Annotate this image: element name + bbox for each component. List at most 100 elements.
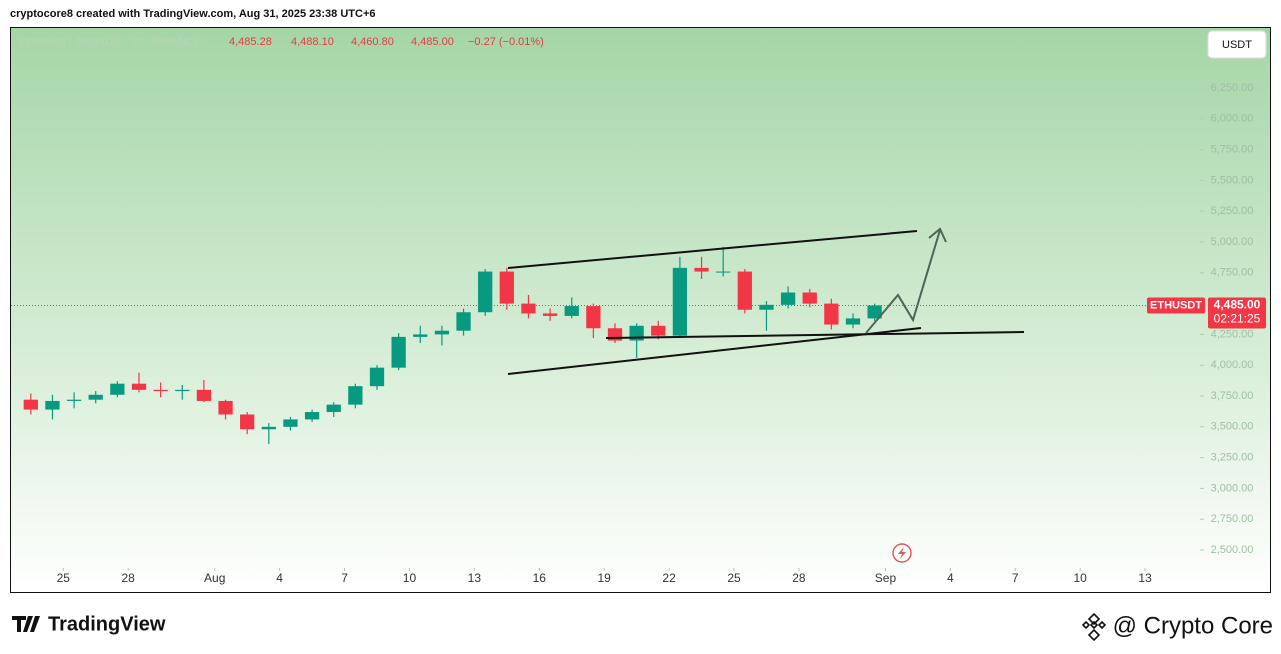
candle-body bbox=[456, 312, 471, 331]
candle-body bbox=[845, 318, 861, 325]
y-tick-label: 3,750.00 bbox=[1211, 390, 1254, 402]
projection-arrow bbox=[865, 229, 941, 334]
x-tick-label: 25 bbox=[727, 571, 741, 585]
y-tick-label: 6,000.00 bbox=[1211, 113, 1254, 125]
candle-body bbox=[716, 271, 731, 273]
x-tick-label: 22 bbox=[662, 571, 676, 585]
alert-icon[interactable] bbox=[892, 543, 912, 563]
candle-body bbox=[175, 389, 190, 392]
candle-body bbox=[434, 330, 450, 335]
ohlc-high: 4,488.10 bbox=[291, 36, 334, 48]
x-tick-label: 10 bbox=[403, 571, 417, 585]
alert-bolt bbox=[898, 547, 906, 559]
channel-top bbox=[507, 230, 918, 269]
candle-body bbox=[88, 394, 103, 400]
ohlc-open: 4,485.28 bbox=[229, 36, 272, 48]
y-tick-label: 5,500.00 bbox=[1211, 174, 1254, 186]
x-tick-label: 28 bbox=[792, 571, 806, 585]
x-tick-label: 19 bbox=[598, 571, 612, 585]
x-tick-label: Sep bbox=[875, 571, 897, 585]
y-tick-label: 2,750.00 bbox=[1211, 513, 1254, 525]
candle-body bbox=[45, 400, 60, 410]
ohlc-low: 4,460.80 bbox=[351, 36, 394, 48]
x-tick-label: 25 bbox=[57, 571, 71, 585]
countdown: 02:21:25 bbox=[1214, 312, 1261, 326]
candle-body bbox=[694, 267, 709, 272]
y-tick-label: 4,250.00 bbox=[1211, 328, 1254, 340]
symbol-badge bbox=[1147, 297, 1205, 314]
symbol-label: ETHUSDT bbox=[1150, 299, 1202, 311]
candle-body bbox=[586, 306, 601, 329]
candle-body bbox=[413, 334, 428, 337]
candle-body bbox=[564, 306, 579, 316]
x-tick-label: 28 bbox=[122, 571, 136, 585]
candle-body bbox=[867, 305, 882, 319]
ohlc-close: 4,485.00 bbox=[411, 36, 454, 48]
brand: TradingView bbox=[48, 613, 166, 635]
arrow-head bbox=[928, 227, 947, 243]
x-tick-label: 13 bbox=[1138, 571, 1152, 585]
header: cryptocore8 created with TradingView.com… bbox=[10, 8, 375, 20]
plot: 2,500.00 2,750.00 3,000.00 3,250.00 3,500.00… bbox=[23, 82, 1254, 585]
x-tick-label: 4 bbox=[276, 571, 283, 585]
channel-bottom bbox=[507, 327, 922, 375]
author: @ Crypto Core bbox=[1113, 612, 1273, 639]
y-tick-label: 4,750.00 bbox=[1211, 267, 1254, 279]
ohlc-change: −0.27 (−0.01%) bbox=[468, 36, 544, 48]
candle-body bbox=[802, 292, 817, 304]
y-tick-label: 5,250.00 bbox=[1211, 205, 1254, 217]
candle-body bbox=[499, 271, 514, 304]
currency-button[interactable] bbox=[1207, 30, 1267, 59]
drawings bbox=[507, 227, 1025, 375]
support-line bbox=[605, 331, 1025, 339]
price-label: 4,485.00 bbox=[1214, 298, 1261, 312]
candle-body bbox=[240, 414, 255, 430]
x-tick-label: 13 bbox=[468, 571, 482, 585]
x-tick-label: 7 bbox=[1012, 571, 1019, 585]
candle-body bbox=[304, 412, 320, 420]
candle-body bbox=[672, 267, 688, 336]
y-tick-label: 3,500.00 bbox=[1211, 421, 1254, 433]
candle-body bbox=[110, 383, 125, 395]
price-badge bbox=[1208, 297, 1266, 329]
candle-body bbox=[326, 404, 341, 413]
candle-body bbox=[153, 389, 168, 392]
x-tick-label: 4 bbox=[947, 571, 954, 585]
candle-body bbox=[196, 389, 212, 401]
x-tick-label: 7 bbox=[341, 571, 348, 585]
author-logo bbox=[1081, 612, 1107, 642]
candle-body bbox=[261, 426, 276, 430]
candle-body bbox=[283, 419, 298, 427]
candle-body bbox=[737, 271, 752, 310]
y-tick-label: 3,000.00 bbox=[1211, 482, 1254, 494]
x-tick-label: 10 bbox=[1074, 571, 1088, 585]
footer: TradingView @ Crypto Core bbox=[12, 612, 1273, 642]
candle-body bbox=[651, 325, 666, 336]
tv-logo bbox=[12, 616, 40, 632]
candle-body bbox=[348, 386, 363, 405]
candle-body bbox=[824, 303, 839, 325]
candle-body bbox=[391, 336, 406, 368]
candle-body bbox=[759, 304, 774, 310]
y-tick-label: 5,000.00 bbox=[1211, 236, 1254, 248]
y-tick-label: 4,000.00 bbox=[1211, 359, 1254, 371]
candle-body bbox=[521, 303, 536, 314]
y-tick-label: 3,250.00 bbox=[1211, 452, 1254, 464]
symbol-title: Ethereum / TetherUS · 4h · BINANCE bbox=[18, 36, 201, 48]
candle-body bbox=[478, 271, 493, 313]
chart-frame bbox=[10, 27, 1271, 593]
x-tick-label: 16 bbox=[533, 571, 547, 585]
y-tick-label: 6,250.00 bbox=[1211, 82, 1254, 94]
candle-body bbox=[218, 400, 233, 415]
candle-body bbox=[780, 292, 796, 305]
currency-label: USDT bbox=[1222, 39, 1252, 51]
y-tick-label: 5,750.00 bbox=[1211, 144, 1254, 156]
candle-body bbox=[23, 399, 38, 410]
candle-body bbox=[542, 313, 558, 316]
candle-body bbox=[66, 399, 82, 401]
y-tick-label: 2,500.00 bbox=[1211, 544, 1254, 556]
candle-body bbox=[369, 367, 385, 387]
candle-body bbox=[131, 383, 147, 390]
